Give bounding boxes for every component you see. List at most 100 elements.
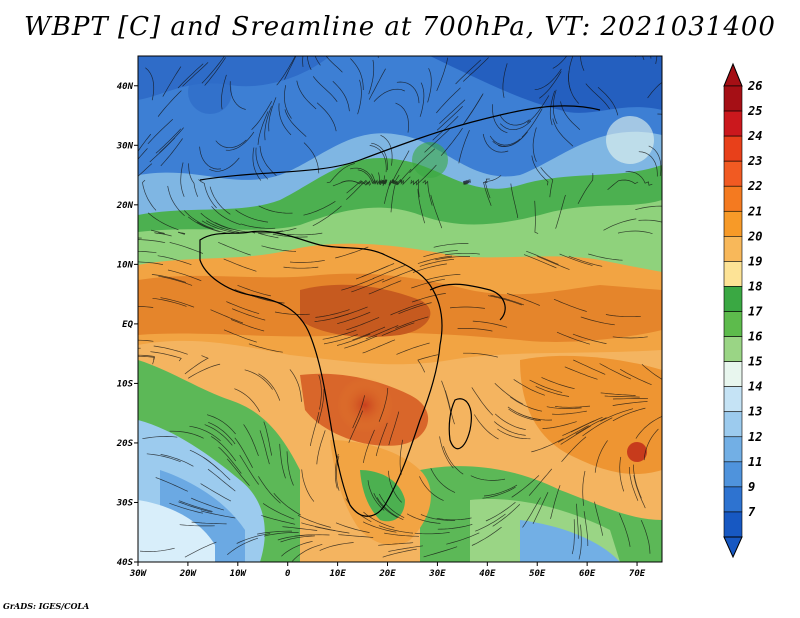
streamline	[258, 476, 281, 504]
streamline	[368, 68, 386, 100]
streamline	[210, 309, 244, 324]
streamline	[332, 180, 365, 187]
streamline	[388, 411, 400, 446]
streamlines	[138, 56, 662, 562]
streamline	[650, 56, 652, 59]
streamline	[315, 309, 350, 318]
streamline	[578, 524, 582, 560]
streamline	[169, 242, 204, 254]
colorbar-label: 17	[748, 305, 763, 319]
streamline	[211, 206, 241, 226]
colorbar-label: 21	[747, 204, 762, 218]
streamline	[603, 218, 637, 231]
streamline	[198, 179, 217, 209]
streamline	[281, 540, 313, 557]
streamline	[384, 180, 392, 204]
streamline	[258, 205, 293, 214]
streamline	[634, 56, 637, 58]
streamline	[231, 308, 266, 321]
streamline	[344, 335, 378, 349]
streamline	[180, 162, 185, 197]
streamline	[177, 63, 204, 89]
streamline	[559, 253, 593, 266]
colorbar-label: 16	[748, 330, 762, 344]
streamline	[594, 440, 608, 473]
streamline	[184, 355, 209, 375]
streamline	[443, 445, 464, 475]
streamline	[296, 80, 317, 110]
streamline	[177, 231, 186, 235]
streamline	[457, 327, 493, 332]
streamline	[549, 90, 556, 126]
streamline	[204, 57, 226, 86]
streamline	[303, 201, 336, 216]
streamline	[577, 173, 594, 205]
wbpt-field	[138, 56, 662, 562]
streamline	[419, 82, 425, 117]
streamline	[169, 430, 204, 439]
streamline	[153, 345, 188, 355]
streamline	[335, 522, 370, 533]
lat-label: 10N	[117, 260, 134, 270]
streamline	[138, 250, 157, 254]
streamline	[435, 256, 471, 261]
streamline	[396, 81, 420, 104]
lon-label: 50E	[529, 569, 546, 579]
streamline	[138, 306, 154, 308]
streamline	[378, 493, 405, 519]
lon-label: 40E	[479, 569, 496, 579]
streamline	[433, 243, 469, 248]
streamline	[552, 410, 587, 415]
streamline	[395, 102, 409, 133]
streamline	[612, 336, 648, 339]
streamline	[474, 414, 499, 440]
streamline	[257, 111, 269, 145]
streamline	[585, 83, 610, 110]
streamline	[378, 525, 414, 534]
streamline	[209, 186, 231, 215]
streamline	[612, 407, 646, 422]
streamline	[377, 56, 379, 58]
colorbar-top-arrow	[723, 62, 743, 87]
streamline	[179, 524, 215, 527]
streamline	[301, 469, 315, 502]
streamline	[532, 127, 537, 162]
streamline	[368, 280, 402, 295]
streamline	[160, 297, 195, 308]
streamline	[436, 87, 461, 114]
streamline	[274, 311, 310, 315]
colorbar-swatch	[723, 436, 743, 463]
streamline	[287, 232, 323, 236]
streamline	[462, 57, 489, 82]
streamline	[151, 274, 187, 283]
streamline	[157, 90, 182, 117]
streamline	[517, 412, 553, 421]
streamline	[179, 500, 213, 512]
streamline	[150, 229, 165, 234]
streamline	[178, 501, 212, 513]
streamline	[200, 483, 232, 502]
streamline	[190, 497, 225, 511]
streamline	[312, 76, 338, 103]
colorbar-swatch	[723, 361, 743, 387]
streamline	[427, 68, 432, 103]
streamline	[357, 79, 362, 115]
colorbar-label: 13	[748, 405, 762, 419]
lat-label: 40S	[117, 558, 134, 568]
colorbar-label: 18	[748, 279, 762, 293]
streamline	[510, 396, 543, 412]
streamline	[582, 470, 586, 506]
colorbar-label: 22	[747, 179, 762, 193]
colorbar-label: 23	[747, 154, 762, 168]
streamline	[419, 258, 455, 267]
streamline	[392, 150, 410, 182]
streamline	[225, 131, 255, 151]
streamline	[409, 148, 436, 174]
streamline	[319, 542, 354, 551]
streamline	[526, 250, 559, 265]
streamline	[252, 147, 262, 181]
streamline	[430, 194, 443, 229]
streamline	[597, 86, 619, 116]
streamline	[244, 369, 273, 390]
streamline	[184, 210, 214, 230]
